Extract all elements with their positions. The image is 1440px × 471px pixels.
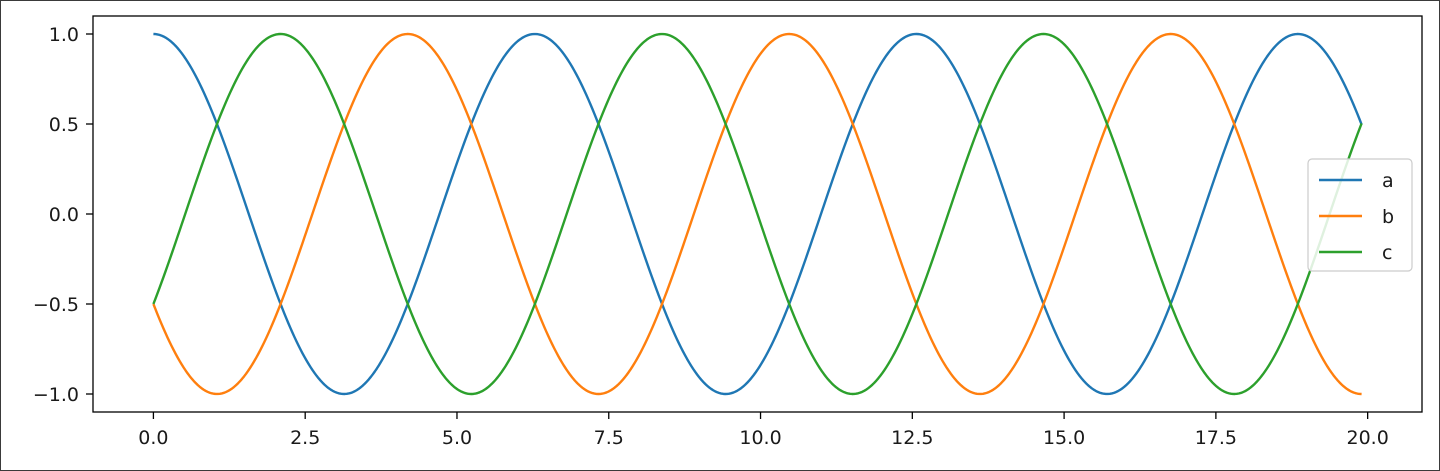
x-tick-label: 20.0 bbox=[1347, 427, 1389, 449]
x-tick-label: 15.0 bbox=[1043, 427, 1085, 449]
y-tick-label: −1.0 bbox=[33, 384, 79, 406]
x-tick-label: 2.5 bbox=[290, 427, 320, 449]
series-line-a bbox=[153, 32, 1363, 396]
x-tick-label: 7.5 bbox=[594, 427, 624, 449]
y-tick-label: 0.0 bbox=[49, 204, 79, 226]
x-tick-label: 10.0 bbox=[739, 427, 781, 449]
x-tick-label: 5.0 bbox=[442, 427, 472, 449]
y-tick-label: 1.0 bbox=[49, 24, 79, 46]
legend-label-c: c bbox=[1382, 242, 1392, 264]
series-line-c bbox=[152, 32, 1363, 396]
series-line-b bbox=[152, 32, 1362, 396]
x-tick-label: 12.5 bbox=[891, 427, 933, 449]
legend-label-a: a bbox=[1382, 170, 1394, 192]
y-tick-label: 0.5 bbox=[49, 114, 79, 136]
legend-label-b: b bbox=[1382, 206, 1394, 228]
x-tick-label: 17.5 bbox=[1195, 427, 1237, 449]
y-tick-label: −0.5 bbox=[33, 294, 79, 316]
x-tick-label: 0.0 bbox=[138, 427, 168, 449]
